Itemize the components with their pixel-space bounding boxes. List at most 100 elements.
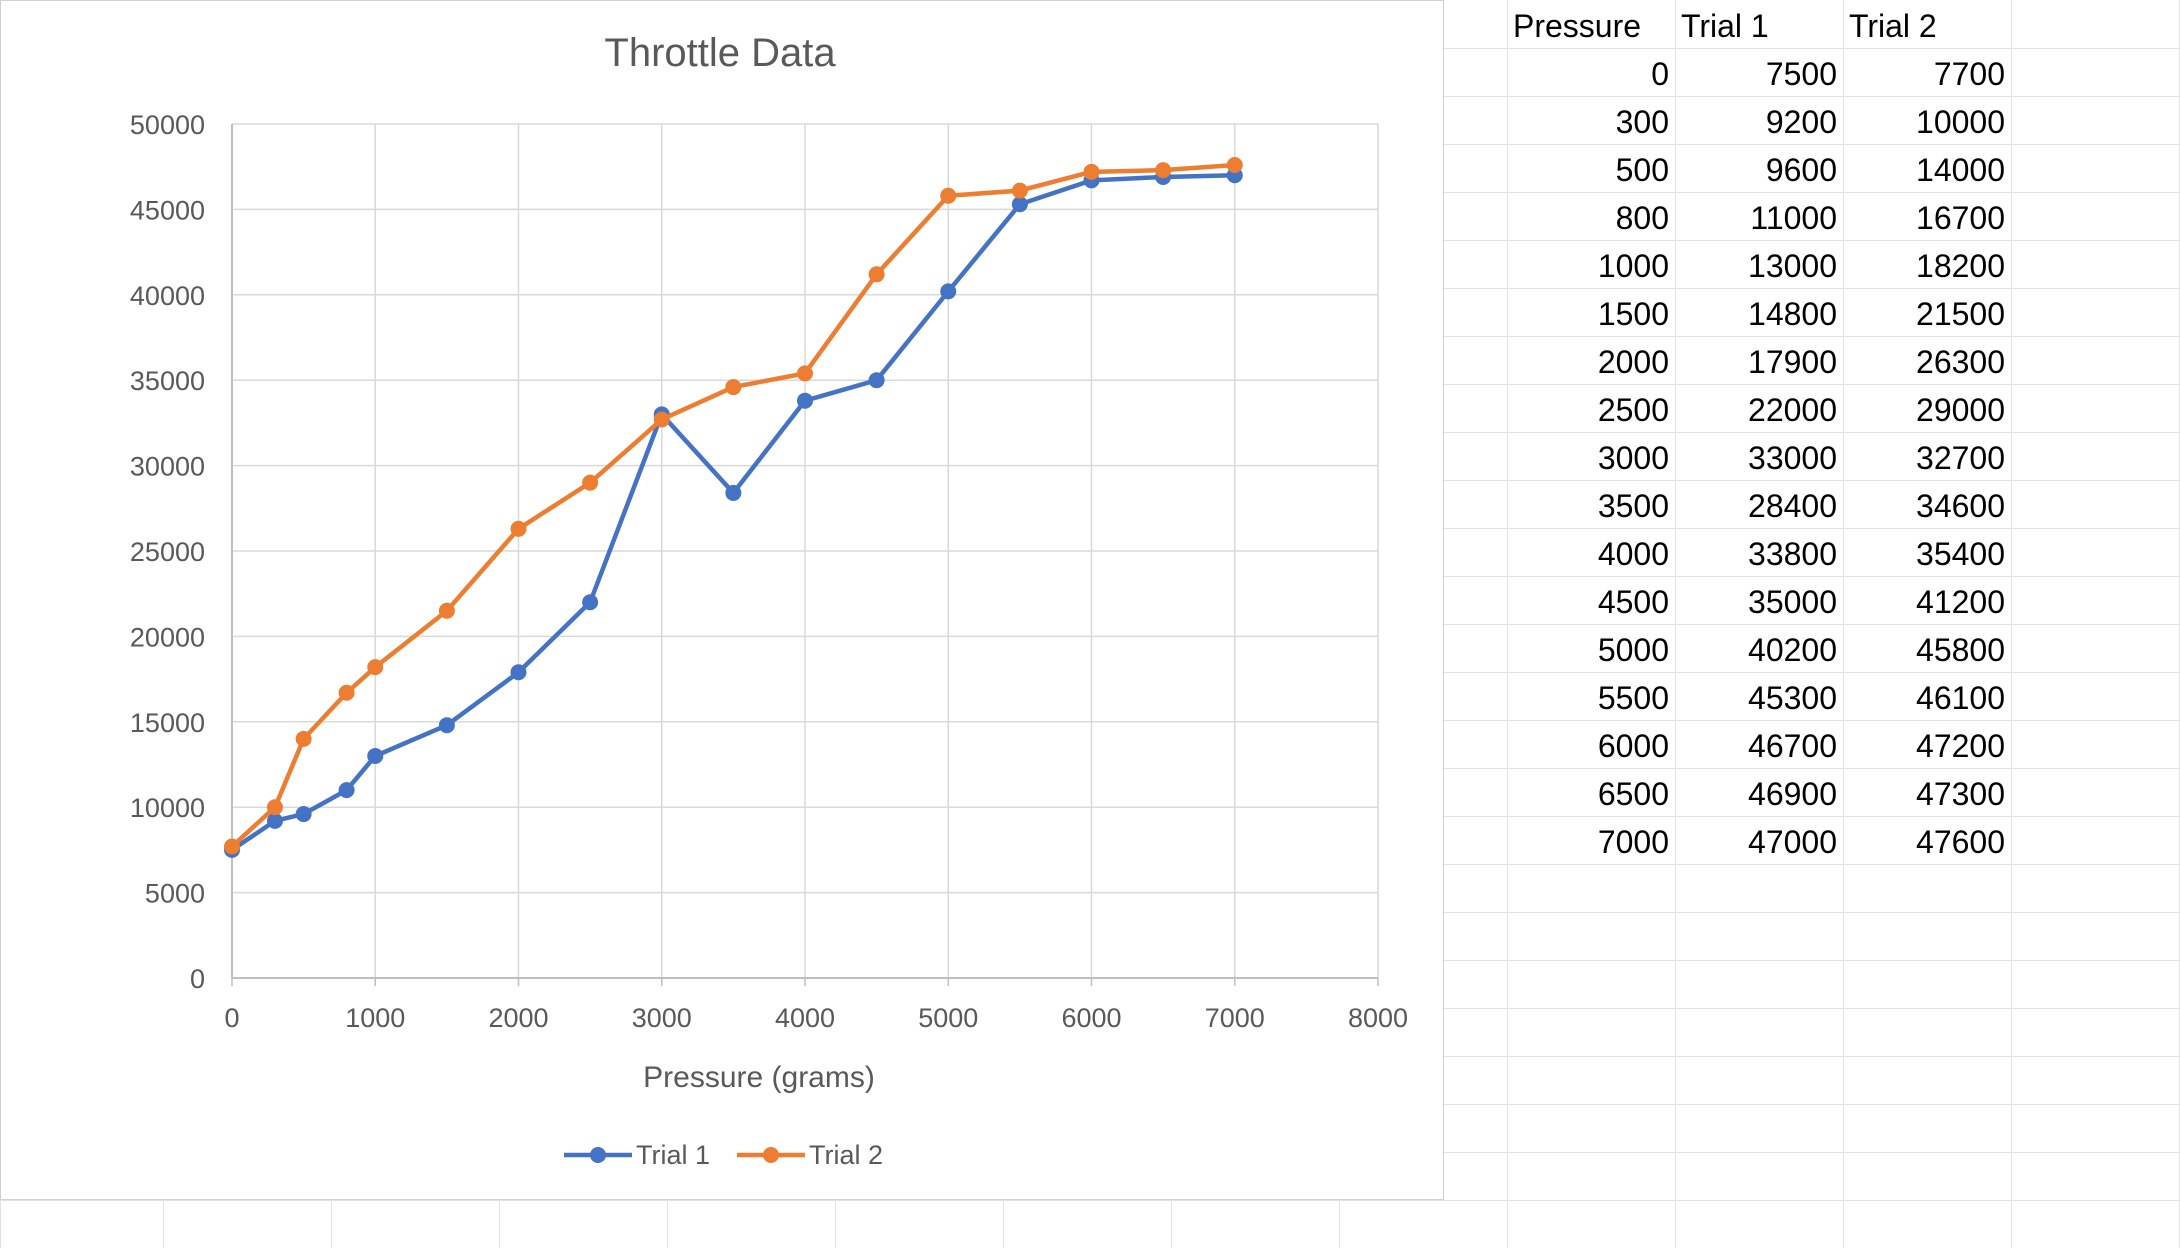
y-tick-label: 0 xyxy=(190,964,205,994)
data-cell[interactable]: 800 xyxy=(1615,200,1669,236)
data-cell[interactable]: 47600 xyxy=(1916,824,2005,860)
data-cell[interactable]: 33800 xyxy=(1748,536,1837,572)
series-line xyxy=(230,172,1235,852)
header-cell[interactable]: Trial 1 xyxy=(1681,8,1769,44)
data-cell[interactable]: 5500 xyxy=(1597,680,1669,716)
data-cell[interactable]: 6000 xyxy=(1597,728,1669,764)
x-tick-label: 8000 xyxy=(1348,1003,1408,1033)
data-cell[interactable]: 11000 xyxy=(1750,200,1837,236)
data-cell[interactable]: 40200 xyxy=(1748,632,1837,668)
chart-gridlines xyxy=(232,123,1379,978)
data-point xyxy=(582,474,599,491)
series-trial-1 xyxy=(224,167,1243,858)
data-point xyxy=(868,372,885,389)
data-cell[interactable]: 18200 xyxy=(1916,248,2005,284)
data-cell[interactable]: 22000 xyxy=(1748,392,1837,428)
data-cell[interactable]: 46700 xyxy=(1748,728,1837,764)
chart-title: Throttle Data xyxy=(604,31,836,75)
data-cell[interactable]: 5000 xyxy=(1597,632,1669,668)
data-cell[interactable]: 2000 xyxy=(1597,344,1669,380)
x-tick-label: 4000 xyxy=(775,1003,835,1033)
y-tick-label: 45000 xyxy=(130,195,205,225)
data-cell[interactable]: 10000 xyxy=(1916,104,2005,140)
data-cell[interactable]: 16700 xyxy=(1916,200,2005,236)
data-point xyxy=(582,594,599,611)
data-cell[interactable]: 500 xyxy=(1615,152,1669,188)
data-cell[interactable]: 35000 xyxy=(1748,584,1837,620)
data-cell[interactable]: 3000 xyxy=(1597,440,1669,476)
legend-item: Trial 2 xyxy=(737,1140,883,1170)
data-cell[interactable]: 6500 xyxy=(1597,776,1669,812)
data-cell[interactable]: 34600 xyxy=(1916,488,2005,524)
data-cell[interactable]: 26300 xyxy=(1916,344,2005,380)
data-cell[interactable]: 1000 xyxy=(1597,248,1669,284)
x-tick-label: 3000 xyxy=(632,1003,692,1033)
data-point xyxy=(868,266,885,283)
data-cell[interactable]: 21500 xyxy=(1916,296,2005,332)
x-tick-label: 0 xyxy=(224,1003,239,1033)
legend-label: Trial 1 xyxy=(636,1140,710,1170)
data-cell[interactable]: 28400 xyxy=(1748,488,1837,524)
y-tick-label: 15000 xyxy=(130,708,205,738)
data-point xyxy=(510,520,527,537)
data-point xyxy=(266,799,283,816)
data-point xyxy=(797,392,813,409)
data-cell[interactable]: 33000 xyxy=(1748,440,1837,476)
y-tick-label: 10000 xyxy=(130,793,205,823)
data-cell[interactable]: 13000 xyxy=(1748,248,1837,284)
series-line xyxy=(230,162,1235,849)
data-point xyxy=(653,411,670,428)
data-cell[interactable]: 2500 xyxy=(1597,392,1669,428)
data-cell[interactable]: 47000 xyxy=(1748,824,1837,860)
data-point xyxy=(224,838,240,855)
data-cell[interactable]: 0 xyxy=(1651,56,1669,92)
x-tick-label: 6000 xyxy=(1061,1003,1121,1033)
data-cell[interactable]: 17900 xyxy=(1748,344,1837,380)
header-cell[interactable]: Pressure xyxy=(1513,8,1642,44)
data-cell[interactable]: 46900 xyxy=(1748,776,1837,812)
data-cell[interactable]: 45800 xyxy=(1916,632,2005,668)
legend-marker xyxy=(763,1147,779,1163)
data-cell[interactable]: 29000 xyxy=(1916,392,2005,428)
data-cell[interactable]: 32700 xyxy=(1916,440,2005,476)
data-point xyxy=(266,812,283,829)
data-point xyxy=(338,684,355,701)
data-cell[interactable]: 41200 xyxy=(1916,584,2005,620)
chart-legend: Trial 1 Trial 2 xyxy=(564,1140,883,1170)
data-cell[interactable]: 47300 xyxy=(1916,776,2005,812)
data-cell[interactable]: 300 xyxy=(1615,104,1669,140)
y-tick-label: 35000 xyxy=(130,366,205,396)
data-cell[interactable]: 46100 xyxy=(1916,680,2005,716)
x-axis-title: Pressure (grams) xyxy=(643,1061,875,1094)
data-cell[interactable]: 4500 xyxy=(1597,584,1669,620)
data-cell[interactable]: 1500 xyxy=(1597,296,1669,332)
data-point xyxy=(1155,162,1172,179)
data-cell[interactable]: 14000 xyxy=(1916,152,2005,188)
data-cell[interactable]: 7700 xyxy=(1933,56,2005,92)
data-point xyxy=(797,365,813,382)
data-point xyxy=(438,602,455,619)
y-tick-label: 40000 xyxy=(130,281,205,311)
chart-object[interactable]: Throttle Data 0 5000 10000 15000 20000 25000 3… xyxy=(0,0,1444,1200)
data-cell[interactable]: 35400 xyxy=(1916,536,2005,572)
x-tick-label: 7000 xyxy=(1205,1003,1265,1033)
data-point xyxy=(940,283,957,300)
data-cell[interactable]: 14800 xyxy=(1748,296,1837,332)
data-point xyxy=(1083,163,1100,180)
data-cell[interactable]: 7000 xyxy=(1597,824,1669,860)
data-cell[interactable]: 9200 xyxy=(1765,104,1837,140)
y-tick-label: 30000 xyxy=(130,452,205,482)
data-cell[interactable]: 47200 xyxy=(1916,728,2005,764)
data-cell[interactable]: 3500 xyxy=(1597,488,1669,524)
data-point xyxy=(1011,196,1028,213)
data-cell[interactable]: 9600 xyxy=(1765,152,1837,188)
y-tick-label: 20000 xyxy=(130,622,205,652)
line-chart: Throttle Data 05000100001500020000250003… xyxy=(130,31,1408,1170)
data-cell[interactable]: 4000 xyxy=(1597,536,1669,572)
x-tick-label: 2000 xyxy=(488,1003,548,1033)
data-cell[interactable]: 45300 xyxy=(1748,680,1837,716)
data-cell[interactable]: 7500 xyxy=(1765,56,1837,92)
header-cell[interactable]: Trial 2 xyxy=(1849,8,1937,44)
legend-item: Trial 1 xyxy=(564,1140,710,1170)
data-point xyxy=(725,379,742,396)
